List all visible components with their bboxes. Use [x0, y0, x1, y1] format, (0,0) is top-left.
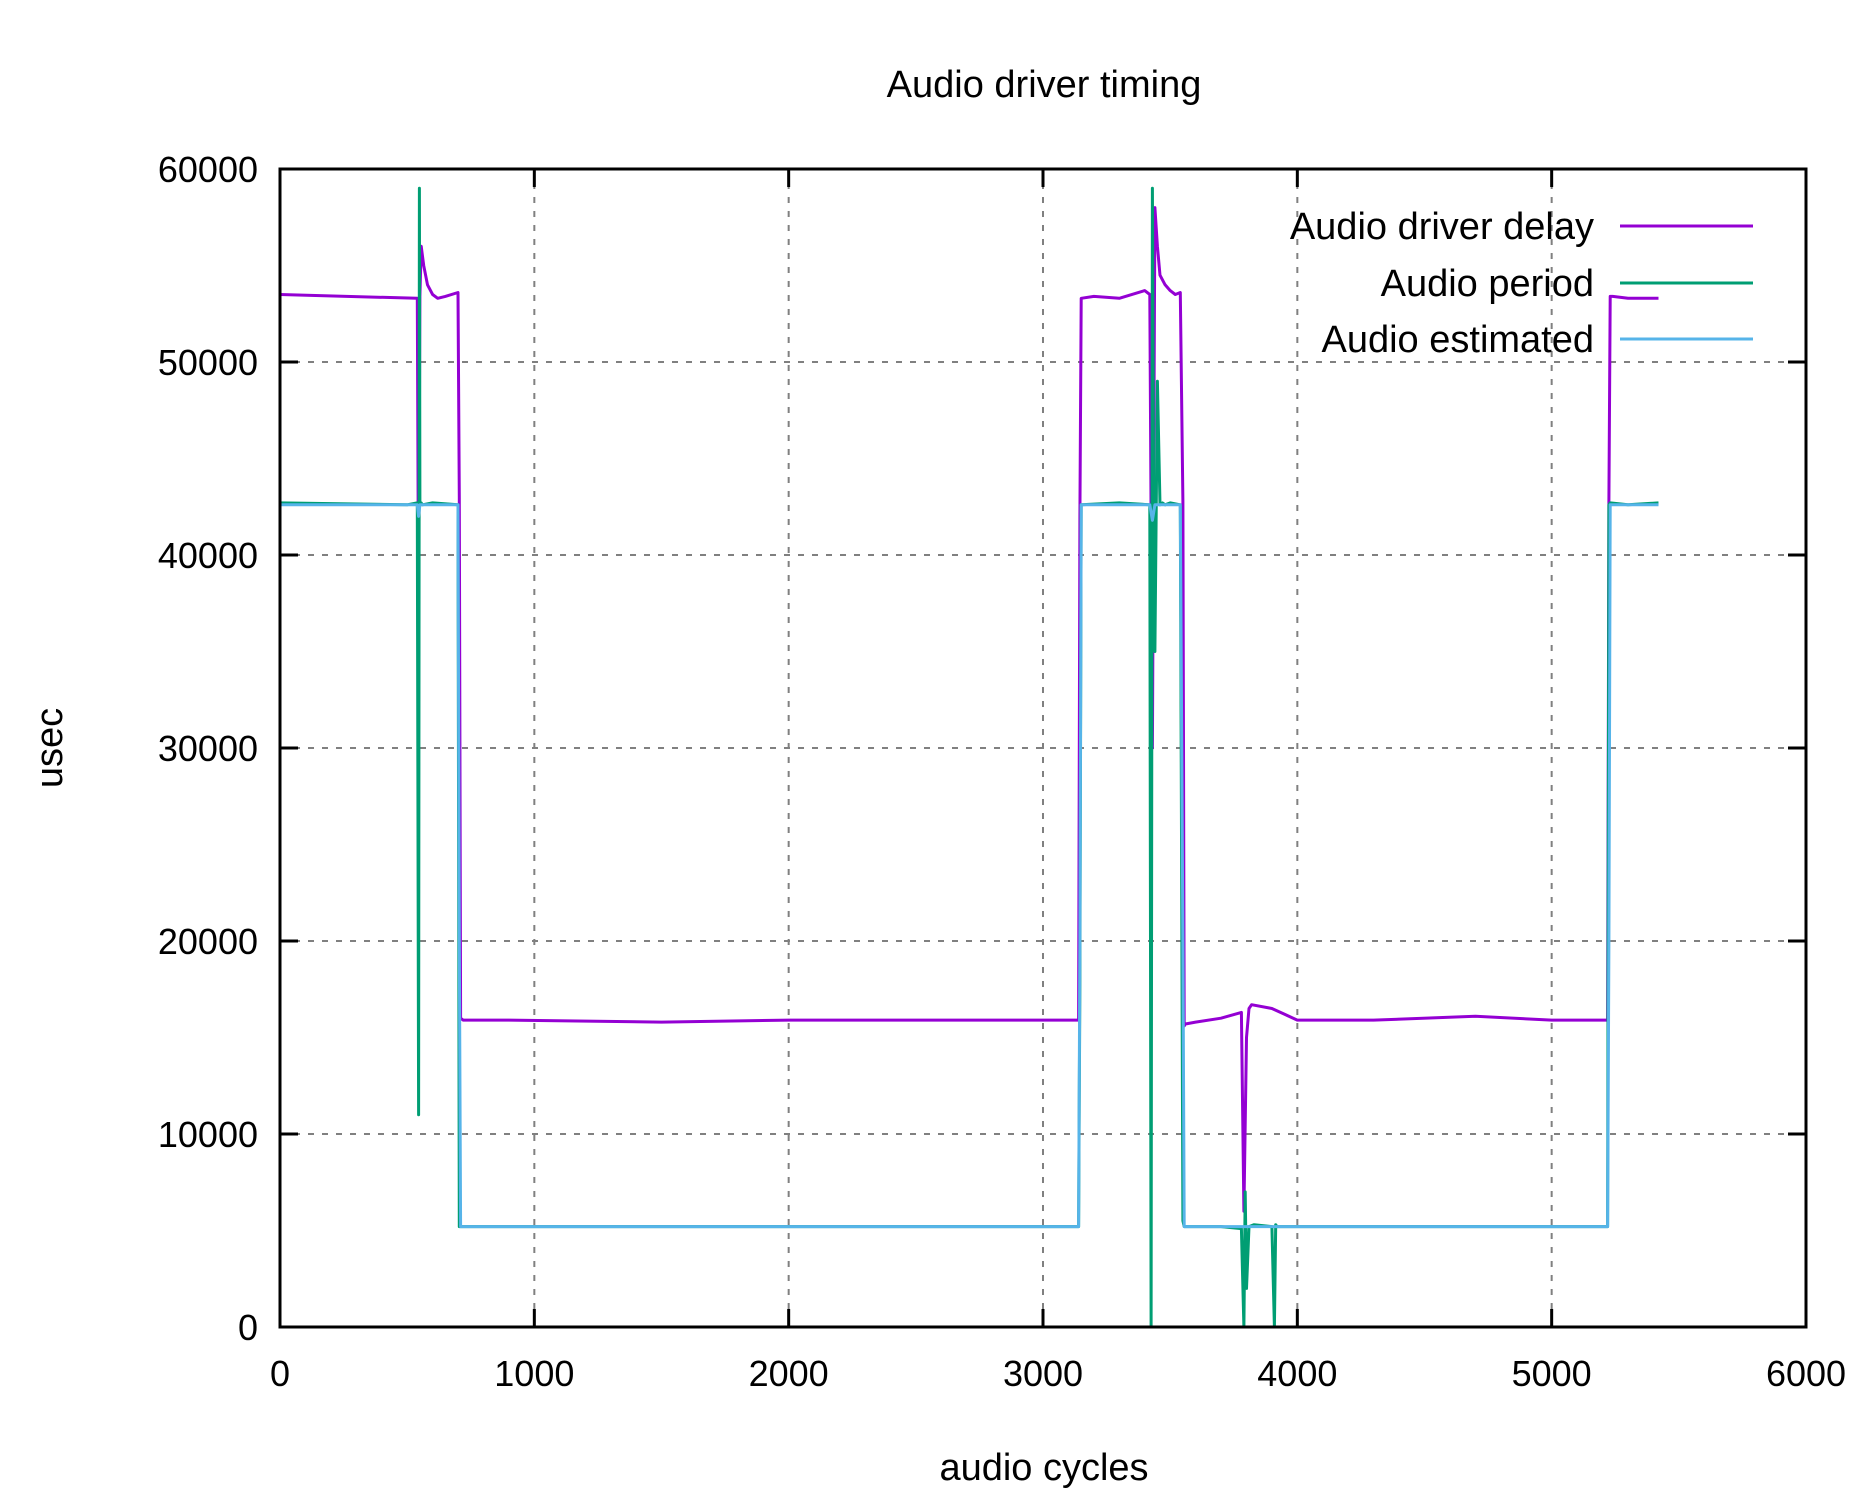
series-line-audio-estimated: [280, 503, 1659, 1229]
legend-label: Audio period: [1381, 263, 1594, 305]
legend: Audio driver delay Audio period Audio esti…: [1290, 206, 1753, 361]
grid-layer: [280, 169, 1806, 1327]
series-line-audio-driver-delay: [279, 206, 1659, 1213]
x-axis-title: audio cycles: [939, 1447, 1148, 1489]
legend-label: Audio driver delay: [1290, 206, 1594, 248]
x-tick-label: 0: [270, 1353, 290, 1394]
y-tick-label: 30000: [158, 728, 258, 769]
x-tick-label: 2000: [749, 1353, 829, 1394]
chart-title: Audio driver timing: [887, 64, 1202, 106]
x-tick-label: 3000: [1003, 1353, 1083, 1394]
x-tick-label: 6000: [1766, 1353, 1846, 1394]
legend-label: Audio estimated: [1322, 319, 1595, 361]
y-axis-title: usec: [29, 708, 71, 788]
y-tick-label: 60000: [158, 149, 258, 190]
x-tick-label: 4000: [1257, 1353, 1337, 1394]
x-tick-label: 5000: [1512, 1353, 1592, 1394]
y-tick-label: 10000: [158, 1114, 258, 1155]
y-tick-label: 50000: [158, 342, 258, 383]
y-tick-label: 40000: [158, 535, 258, 576]
series-layer: [279, 186, 1659, 1329]
y-tick-label: 0: [238, 1307, 258, 1348]
ticks-layer: 0 1000 2000 3000 4000 5000 6000010000200003000…: [158, 149, 1846, 1394]
y-tick-label: 20000: [158, 921, 258, 962]
x-tick-label: 1000: [494, 1353, 574, 1394]
